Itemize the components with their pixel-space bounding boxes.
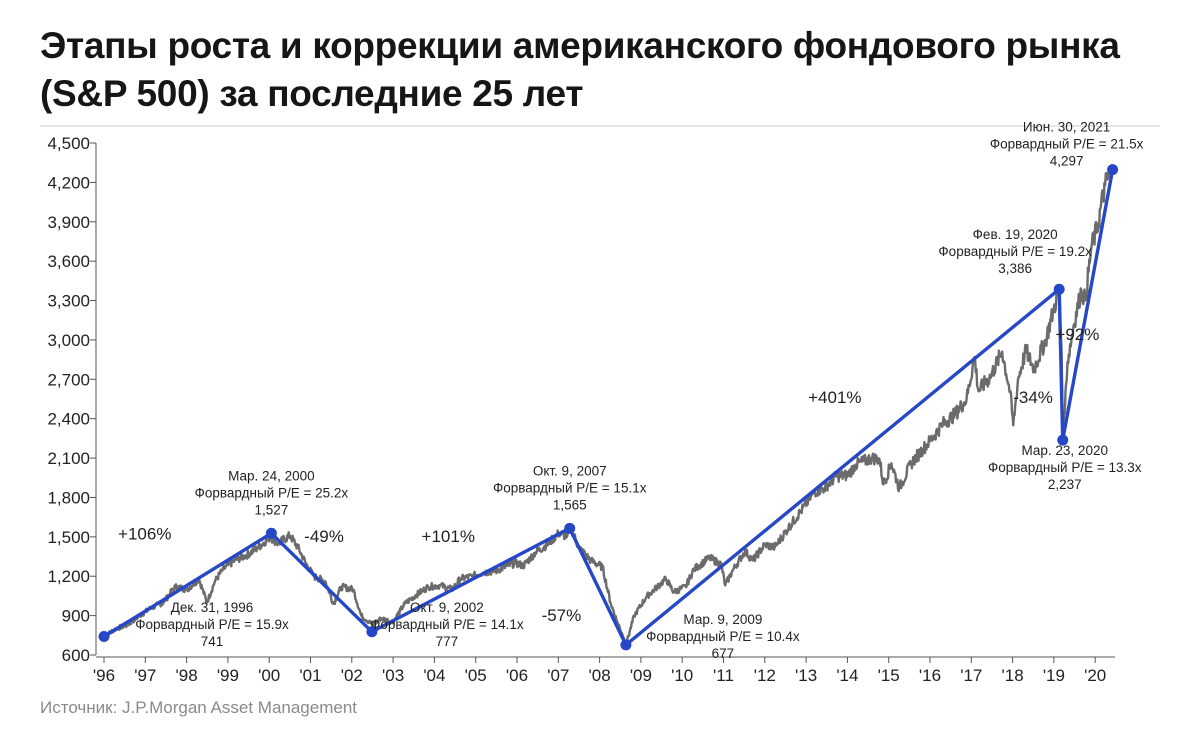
- y-tick-label: 1,500: [47, 528, 90, 547]
- source-note: Источник: J.P.Morgan Asset Management: [40, 698, 358, 717]
- change-label: +92%: [1055, 325, 1099, 344]
- x-tick-label: '18: [1002, 666, 1024, 685]
- x-tick-label: '03: [382, 666, 404, 685]
- y-tick-label: 2,100: [47, 449, 90, 468]
- trend-line: [103, 169, 1115, 647]
- change-label: -49%: [304, 527, 344, 546]
- annotation-value: 677: [712, 646, 735, 661]
- annotation-value: 1,527: [254, 502, 288, 517]
- x-tick-label: '08: [589, 666, 611, 685]
- y-axis: 600 900 1,200 1,500 1,800 2,100 2,400 2,700 3,00…: [47, 134, 97, 665]
- annotation-value: 4,297: [1050, 154, 1084, 169]
- annotation-date: Мар. 24, 2000: [228, 468, 314, 483]
- annotation-3: Окт. 9, 2007 Форвардный P/E = 15.1x 1,565: [493, 463, 647, 512]
- trend-point: [1107, 164, 1119, 176]
- y-tick-label: 600: [62, 646, 90, 665]
- x-tick-label: '14: [836, 666, 858, 685]
- x-tick-label: '97: [134, 666, 156, 685]
- x-tick-label: '10: [671, 666, 693, 685]
- annotation-pe: Форвардный P/E = 19.2x: [938, 244, 1092, 259]
- x-tick-label: '04: [423, 666, 445, 685]
- x-tick-label: '15: [878, 666, 900, 685]
- chart-title: Этапы роста и коррекции американского фо…: [40, 22, 1160, 118]
- y-tick-label: 2,400: [47, 410, 90, 429]
- y-tick-label: 1,800: [47, 488, 90, 507]
- x-tick-label: '02: [341, 666, 363, 685]
- trend-point: [1057, 434, 1069, 446]
- annotation-date: Июн. 30, 2021: [1023, 120, 1110, 135]
- annotation-value: 741: [201, 634, 224, 649]
- annotation-date: Окт. 9, 2007: [533, 463, 607, 478]
- annotation-2: Окт. 9, 2002 Форвардный P/E = 14.1x 777: [370, 600, 524, 649]
- y-tick-label: 900: [62, 607, 90, 626]
- x-tick-label: '06: [506, 666, 528, 685]
- annotation-7: Июн. 30, 2021 Форвардный P/E = 21.5x 4,297: [990, 120, 1144, 169]
- y-tick-label: 3,300: [47, 292, 90, 311]
- x-tick-label: '20: [1084, 666, 1106, 685]
- trend-point: [366, 626, 378, 638]
- change-label: +401%: [808, 388, 861, 407]
- change-label: -34%: [1013, 388, 1053, 407]
- x-tick-label: '17: [960, 666, 982, 685]
- annotation-pe: Форвардный P/E = 21.5x: [990, 137, 1144, 152]
- y-tick-label: 4,200: [47, 173, 90, 192]
- series-layer: [103, 164, 1114, 647]
- annotation-value: 1,565: [553, 497, 587, 512]
- annotations: Дек. 31, 1996 Форвардный P/E = 15.9x 741 Ма…: [135, 120, 1143, 661]
- annotation-date: Мар. 9, 2009: [683, 612, 762, 627]
- annotation-4: Мар. 9, 2009 Форвардный P/E = 10.4x 677: [646, 612, 800, 661]
- change-labels: +106% -49% +101% -57% +401% -34% +92%: [118, 325, 1099, 625]
- annotation-6: Мар. 23, 2020 Форвардный P/E = 13.3x 2,237: [988, 443, 1142, 492]
- annotation-pe: Форвардный P/E = 15.9x: [135, 617, 289, 632]
- trend-point: [620, 639, 632, 651]
- y-tick-label: 3,000: [47, 331, 90, 350]
- annotation-pe: Форвардный P/E = 25.2x: [195, 485, 349, 500]
- y-tick-label: 1,200: [47, 567, 90, 586]
- x-tick-label: '19: [1043, 666, 1065, 685]
- annotation-date: Окт. 9, 2002: [410, 600, 484, 615]
- annotation-pe: Форвардный P/E = 10.4x: [646, 629, 800, 644]
- x-tick-label: '07: [547, 666, 569, 685]
- annotation-5: Фев. 19, 2020 Форвардный P/E = 19.2x 3,386: [938, 227, 1092, 276]
- annotation-value: 3,386: [998, 261, 1032, 276]
- annotation-pe: Форвардный P/E = 13.3x: [988, 460, 1142, 475]
- annotation-0: Дек. 31, 1996 Форвардный P/E = 15.9x 741: [135, 600, 289, 649]
- change-label: -57%: [542, 606, 582, 625]
- sp500-series-line: [103, 164, 1114, 647]
- x-tick-label: '16: [919, 666, 941, 685]
- x-tick-label: '09: [630, 666, 652, 685]
- x-tick-label: '05: [465, 666, 487, 685]
- annotation-date: Мар. 23, 2020: [1022, 443, 1108, 458]
- change-label: +101%: [422, 527, 475, 546]
- x-tick-label: '96: [93, 666, 115, 685]
- annotation-pe: Форвардный P/E = 15.1x: [493, 480, 647, 495]
- x-axis: '96 '97 '98 '99 '00 '01 '02 '03 '04 '05 '06 '07 '08 '…: [93, 656, 1115, 685]
- x-tick-label: '12: [754, 666, 776, 685]
- change-label: +106%: [118, 524, 171, 543]
- y-tick-label: 4,500: [47, 134, 90, 153]
- x-tick-label: '13: [795, 666, 817, 685]
- y-tick-label: 3,600: [47, 252, 90, 271]
- x-tick-label: '01: [299, 666, 321, 685]
- annotation-date: Фев. 19, 2020: [973, 227, 1058, 242]
- x-tick-label: '99: [217, 666, 239, 685]
- x-tick-label: '00: [258, 666, 280, 685]
- annotation-1: Мар. 24, 2000 Форвардный P/E = 25.2x 1,527: [195, 468, 349, 517]
- y-tick-label: 2,700: [47, 370, 90, 389]
- x-tick-label: '98: [176, 666, 198, 685]
- annotation-pe: Форвардный P/E = 14.1x: [370, 617, 524, 632]
- trend-point: [1053, 283, 1065, 295]
- x-tick-label: '11: [713, 666, 734, 685]
- trend-point: [98, 630, 110, 642]
- annotation-value: 777: [436, 634, 459, 649]
- annotation-value: 2,237: [1048, 477, 1082, 492]
- trend-point: [265, 527, 277, 539]
- trend-layer: [98, 164, 1119, 651]
- annotation-date: Дек. 31, 1996: [171, 600, 254, 615]
- chart-title-line2: (S&P 500) за последние 25 лет: [40, 73, 584, 114]
- chart-title-line1: Этапы роста и коррекции американского фо…: [40, 25, 1120, 66]
- trend-point: [564, 522, 576, 534]
- y-tick-label: 3,900: [47, 213, 90, 232]
